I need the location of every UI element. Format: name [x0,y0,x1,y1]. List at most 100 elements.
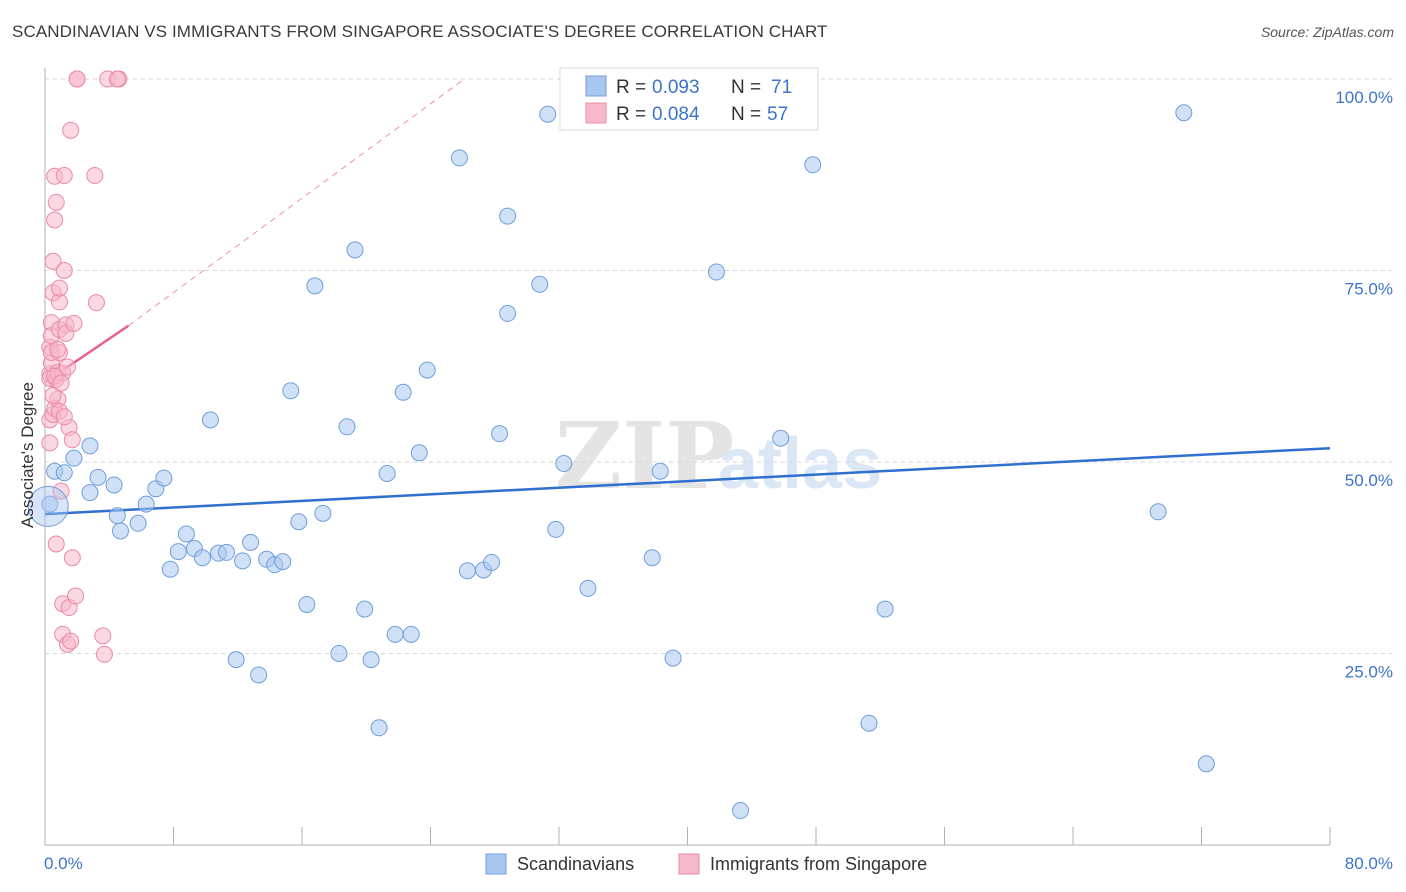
point-scandinavians [137,495,155,513]
y-tick-label: 50.0% [1345,471,1393,490]
point-scandinavians [804,156,822,174]
point-scandinavians [111,522,129,540]
point-singapore [108,70,126,88]
point-singapore [50,279,68,297]
point-singapore [65,314,83,332]
tick-labels: 25.0% 50.0% 75.0% 100.0% 0.0% 80.0% [44,88,1393,873]
legend-n-value-2: 57 [767,104,788,125]
point-singapore [46,211,64,229]
point-scandinavians [155,469,173,487]
point-scandinavians [386,625,404,643]
point-scandinavians [458,562,476,580]
point-scandinavians [81,484,99,502]
point-scandinavians [418,361,436,379]
legend-n-label-2: N = [731,104,761,125]
point-scandinavians [306,277,324,295]
point-singapore [55,167,73,185]
point-singapore [86,167,104,185]
legend-box: R = 0.093 N = 71 R = 0.084 N = 57 [559,67,819,131]
source-label: Source: ZipAtlas.com [1260,24,1394,40]
point-singapore [55,408,73,426]
point-singapore [55,262,73,279]
point-scandinavians [531,275,549,293]
point-scandinavians [362,651,380,669]
point-scandinavians [346,241,364,259]
point-scandinavians [499,304,517,322]
point-scandinavians [1149,503,1167,521]
point-singapore [62,121,80,139]
bottom-legend-label-singapore: Immigrants from Singapore [710,854,927,874]
point-scandinavians [539,105,557,123]
point-scandinavians [707,263,725,281]
point-singapore [58,358,76,376]
point-scandinavians [772,429,790,447]
point-scandinavians [298,595,316,613]
point-singapore [44,386,62,404]
point-scandinavians [41,495,59,513]
point-scandinavians [378,464,396,482]
trend-line-scandinavians [44,446,1331,516]
point-scandinavians [314,504,332,522]
y-axis-label: Associate's Degree [18,382,37,528]
point-singapore [62,632,80,650]
trend-line-singapore-extension [128,78,465,327]
legend-r-label-2: R = [616,104,646,125]
point-scandinavians [234,552,252,570]
point-scandinavians [227,651,245,669]
point-scandinavians [290,513,308,531]
point-singapore [47,535,65,553]
point-scandinavians [394,383,412,401]
point-scandinavians [338,418,356,436]
point-scandinavians [250,666,268,684]
point-scandinavians [410,444,428,462]
point-scandinavians [860,714,878,732]
y-tick-label: 75.0% [1345,280,1393,299]
point-scandinavians [356,600,374,618]
legend-swatch-singapore [585,102,607,124]
point-scandinavians [65,449,83,467]
point-scandinavians [129,514,147,532]
point-scandinavians [193,549,211,567]
point-scandinavians [643,549,661,567]
point-scandinavians [450,149,468,167]
point-scandinavians [547,520,565,538]
point-scandinavians [177,525,195,543]
chart-title: SCANDINAVIAN VS IMMIGRANTS FROM SINGAPOR… [12,22,828,41]
point-singapore [95,645,113,663]
point-scandinavians [218,543,236,561]
point-scandinavians [651,462,669,480]
point-scandinavians [402,625,420,643]
point-scandinavians [274,553,292,571]
legend-r-value-2: 0.084 [652,104,700,125]
bottom-legend-swatch-singapore [678,853,700,875]
legend-swatch-scandinavians [585,75,607,97]
point-scandinavians [330,645,348,662]
point-singapore [44,252,62,270]
watermark-zip: ZIP [555,402,734,510]
point-scandinavians [282,382,300,400]
point-scandinavians [499,207,517,225]
point-singapore [87,294,105,312]
legend-r-label-1: R = [616,77,646,98]
y-tick-label: 25.0% [1345,663,1393,682]
point-singapore [63,431,81,449]
x-tick-label-min: 0.0% [44,854,83,873]
legend-n-value-1: 71 [771,77,792,98]
point-scandinavians [1175,104,1193,122]
bottom-legend-swatch-scandinavians [485,853,507,875]
point-scandinavians [370,719,388,737]
point-scandinavians [732,802,750,820]
watermark-atlas: atlas [718,424,882,504]
point-singapore [67,587,85,605]
point-scandinavians [242,533,260,551]
point-scandinavians [89,468,107,486]
point-singapore [94,627,112,645]
point-scandinavians [55,464,73,482]
legend-n-label-1: N = [731,77,761,98]
point-scandinavians [491,425,509,443]
point-scandinavians [108,507,126,525]
legend-r-value-1: 0.093 [652,77,700,98]
point-scandinavians [81,437,99,455]
point-scandinavians [201,411,219,429]
